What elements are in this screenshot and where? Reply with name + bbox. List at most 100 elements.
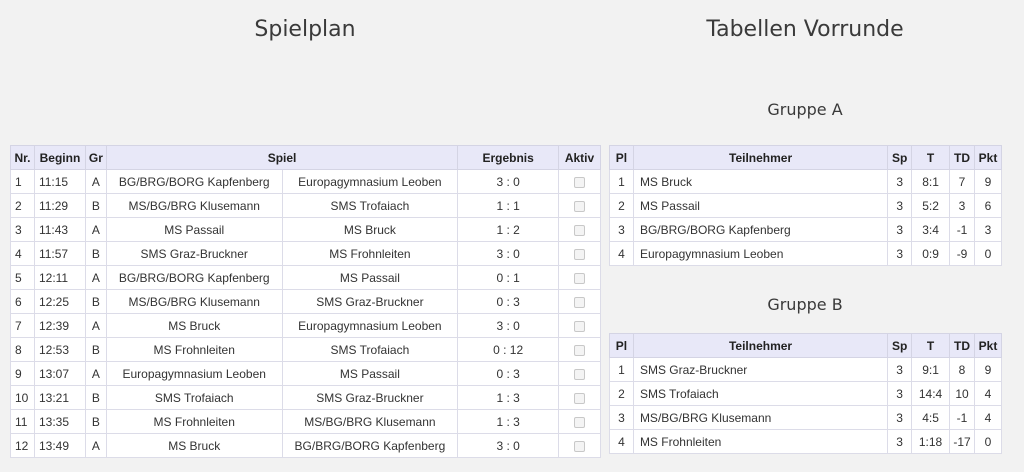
schedule-row: 8 12:53 B MS Frohnleiten SMS Trofaiach 0 : 12 — [10, 337, 601, 362]
away-team: MS Frohnleiten — [281, 241, 459, 266]
standing-goal-diff: -9 — [949, 241, 975, 266]
standing-goal-diff: 8 — [949, 357, 975, 382]
header-spiel: Spiel — [105, 145, 459, 170]
header-aktiv: Aktiv — [558, 145, 601, 170]
header-td: TD — [949, 145, 975, 170]
standing-team: SMS Trofaiach — [632, 381, 889, 406]
aktiv-cell — [558, 385, 601, 410]
match-group: B — [84, 193, 107, 218]
match-result: 1 : 3 — [457, 409, 560, 434]
match-result: 1 : 1 — [457, 193, 560, 218]
schedule-row: 12 13:49 A MS Bruck BG/BRG/BORG Kapfenberg 3 … — [10, 433, 601, 458]
home-team: MS Frohnleiten — [105, 337, 283, 362]
aktiv-checkbox[interactable] — [574, 344, 585, 356]
header-t: T — [911, 145, 951, 170]
aktiv-checkbox[interactable] — [574, 200, 585, 212]
standing-played: 3 — [887, 241, 913, 266]
aktiv-checkbox[interactable] — [574, 368, 585, 380]
match-time: 13:21 — [33, 385, 86, 410]
away-team: SMS Graz-Bruckner — [281, 385, 459, 410]
standing-goals: 5:2 — [911, 193, 951, 218]
aktiv-cell — [558, 169, 601, 194]
away-team: MS Passail — [281, 265, 459, 290]
match-result: 0 : 1 — [457, 265, 560, 290]
standings-row: 4 Europagymnasium Leoben 3 0:9 -9 0 — [609, 241, 1002, 266]
match-nr: 2 — [10, 193, 35, 218]
match-nr: 3 — [10, 217, 35, 242]
aktiv-checkbox[interactable] — [574, 440, 585, 452]
group-a-title: Gruppe A — [767, 100, 843, 119]
standing-points: 0 — [974, 429, 1002, 454]
standing-goals: 1:18 — [911, 429, 951, 454]
schedule-row: 1 11:15 A BG/BRG/BORG Kapfenberg Europagymna… — [10, 169, 601, 194]
standing-team: SMS Graz-Bruckner — [632, 357, 889, 382]
match-group: B — [84, 337, 107, 362]
standing-place: 3 — [609, 217, 634, 242]
match-time: 11:43 — [33, 217, 86, 242]
standing-team: MS Frohnleiten — [632, 429, 889, 454]
standing-place: 1 — [609, 169, 634, 194]
header-t: T — [911, 333, 951, 358]
header-pkt: Pkt — [974, 145, 1002, 170]
standing-goals: 9:1 — [911, 357, 951, 382]
match-time: 11:57 — [33, 241, 86, 266]
match-result: 3 : 0 — [457, 313, 560, 338]
standing-played: 3 — [887, 357, 913, 382]
home-team: MS Bruck — [105, 433, 283, 458]
home-team: SMS Graz-Bruckner — [105, 241, 283, 266]
match-time: 12:39 — [33, 313, 86, 338]
match-nr: 12 — [10, 433, 35, 458]
home-team: MS Passail — [105, 217, 283, 242]
header-pl: Pl — [609, 145, 634, 170]
aktiv-checkbox[interactable] — [574, 224, 585, 236]
standing-goal-diff: -1 — [949, 217, 975, 242]
aktiv-checkbox[interactable] — [574, 416, 585, 428]
aktiv-checkbox[interactable] — [574, 392, 585, 404]
standing-goals: 14:4 — [911, 381, 951, 406]
away-team: MS Passail — [281, 361, 459, 386]
standing-goals: 3:4 — [911, 217, 951, 242]
header-td: TD — [949, 333, 975, 358]
standing-played: 3 — [887, 193, 913, 218]
aktiv-cell — [558, 361, 601, 386]
standing-place: 2 — [609, 193, 634, 218]
away-team: SMS Trofaiach — [281, 337, 459, 362]
standing-points: 3 — [974, 217, 1002, 242]
aktiv-checkbox[interactable] — [574, 320, 585, 332]
match-nr: 7 — [10, 313, 35, 338]
aktiv-checkbox[interactable] — [574, 176, 585, 188]
header-sp: Sp — [887, 333, 913, 358]
match-result: 0 : 3 — [457, 361, 560, 386]
standing-points: 9 — [974, 169, 1002, 194]
home-team: Europagymnasium Leoben — [105, 361, 283, 386]
schedule-row: 3 11:43 A MS Passail MS Bruck 1 : 2 — [10, 217, 601, 242]
match-result: 1 : 2 — [457, 217, 560, 242]
header-teilnehmer: Teilnehmer — [632, 145, 889, 170]
standing-goals: 8:1 — [911, 169, 951, 194]
standings-row: 1 MS Bruck 3 8:1 7 9 — [609, 169, 1002, 194]
standings-row: 1 SMS Graz-Bruckner 3 9:1 8 9 — [609, 357, 1002, 382]
standing-place: 4 — [609, 429, 634, 454]
aktiv-cell — [558, 313, 601, 338]
away-team: MS/BG/BRG Klusemann — [281, 409, 459, 434]
away-team: SMS Trofaiach — [281, 193, 459, 218]
standings-row: 2 SMS Trofaiach 3 14:4 10 4 — [609, 381, 1002, 406]
match-time: 12:25 — [33, 289, 86, 314]
group-b-header-row: Pl Teilnehmer Sp T TD Pkt — [609, 333, 1002, 358]
match-group: A — [84, 433, 107, 458]
aktiv-checkbox[interactable] — [574, 248, 585, 260]
standing-goals: 4:5 — [911, 405, 951, 430]
match-time: 12:53 — [33, 337, 86, 362]
match-nr: 11 — [10, 409, 35, 434]
standing-place: 4 — [609, 241, 634, 266]
standing-team: Europagymnasium Leoben — [632, 241, 889, 266]
match-group: B — [84, 289, 107, 314]
match-group: A — [84, 361, 107, 386]
aktiv-checkbox[interactable] — [574, 272, 585, 284]
home-team: BG/BRG/BORG Kapfenberg — [105, 169, 283, 194]
standings-row: 3 MS/BG/BRG Klusemann 3 4:5 -1 4 — [609, 405, 1002, 430]
group-b-table: Pl Teilnehmer Sp T TD Pkt 1 SMS Graz-Bruc… — [609, 333, 1002, 454]
header-pl: Pl — [609, 333, 634, 358]
schedule-row: 11 13:35 B MS Frohnleiten MS/BG/BRG Kluseman… — [10, 409, 601, 434]
aktiv-checkbox[interactable] — [574, 296, 585, 308]
